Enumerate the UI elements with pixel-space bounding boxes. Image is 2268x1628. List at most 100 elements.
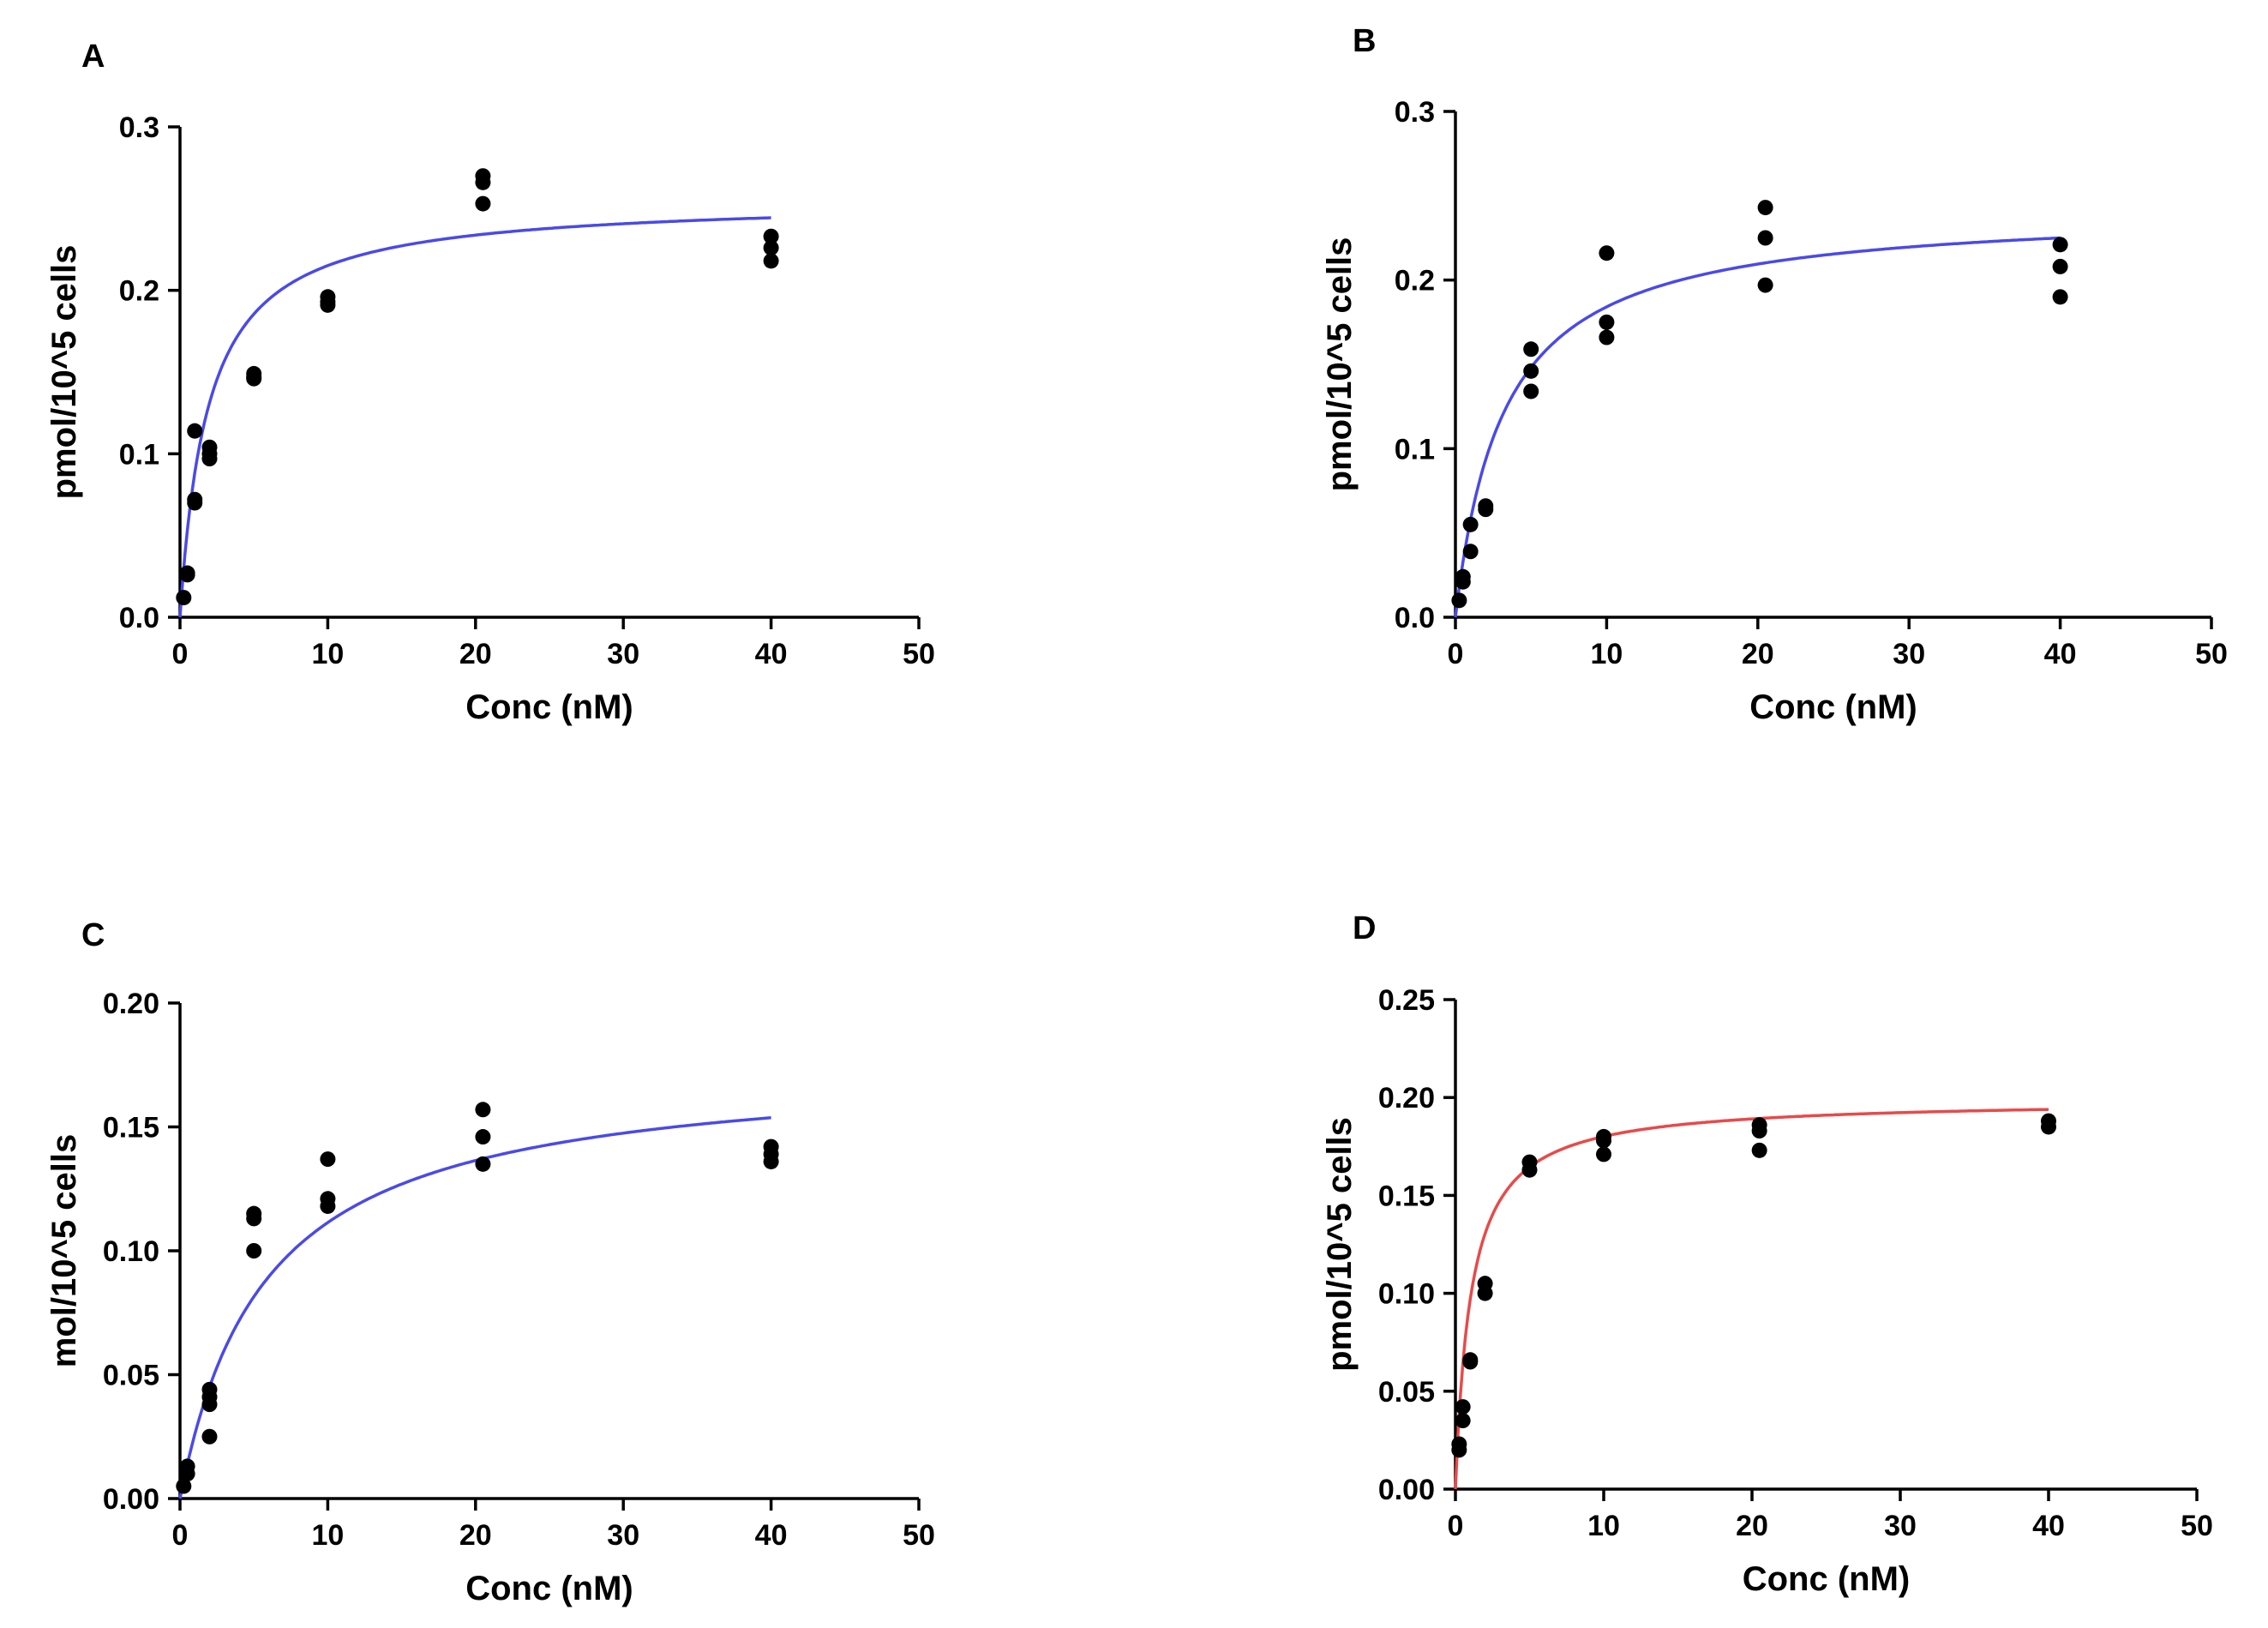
chart-a-data-point bbox=[246, 365, 262, 381]
chart-c-y-tick-label: 0.05 bbox=[103, 1360, 159, 1392]
chart-a-data-point bbox=[187, 491, 203, 508]
chart-b-y-tick-label: 0.0 bbox=[1395, 602, 1435, 634]
chart-d-fit-curve bbox=[1454, 1108, 2049, 1490]
chart-d-data-point bbox=[1596, 1128, 1611, 1144]
chart-b-data-point bbox=[2052, 289, 2068, 305]
chart-c-x-tick-label: 30 bbox=[607, 1519, 639, 1552]
chart-c-panel-letter: C bbox=[81, 917, 105, 953]
chart-d-y-tick-label: 0.25 bbox=[1378, 984, 1435, 1017]
chart-d-x-tick-label: 0 bbox=[1448, 1510, 1464, 1542]
chart-b-y-tick-label: 0.3 bbox=[1395, 96, 1435, 129]
chart-d-x-axis-title: Conc (nM) bbox=[1743, 1560, 1911, 1598]
chart-a-x-tick-label: 20 bbox=[459, 638, 492, 670]
chart-d: D 0.00 0.05 0.10 0.15 0.20 0.25 0 10 20 30 40 50 Conc… bbox=[1321, 910, 2213, 1598]
chart-c-y-tick-label: 0.10 bbox=[103, 1235, 159, 1268]
chart-a-x-tick-label: 0 bbox=[172, 638, 189, 670]
chart-d-data-point bbox=[1596, 1146, 1611, 1162]
chart-c-data-point bbox=[176, 1478, 192, 1494]
chart-d-x-tick-label: 30 bbox=[1884, 1510, 1917, 1542]
chart-a-data-point bbox=[475, 168, 491, 184]
chart-c-data-point bbox=[320, 1191, 336, 1207]
chart-d-data-point bbox=[1455, 1413, 1471, 1429]
chart-a-y-tick-label: 0.0 bbox=[119, 602, 159, 634]
chart-d-y-tick-label: 0.05 bbox=[1378, 1376, 1435, 1409]
chart-b-data-point bbox=[1462, 544, 1479, 560]
chart-d-data-point bbox=[2041, 1113, 2056, 1129]
chart-b-x-tick-label: 20 bbox=[1742, 638, 1774, 670]
chart-a-x-tick-label: 30 bbox=[607, 638, 639, 670]
chart-a-data-point bbox=[763, 253, 779, 269]
chart-a-y-tick-label: 0.1 bbox=[119, 438, 159, 471]
chart-d-y-tick-label: 0.00 bbox=[1378, 1474, 1435, 1506]
chart-b-data-point bbox=[1462, 516, 1479, 532]
chart-d-data-point bbox=[1451, 1436, 1467, 1452]
chart-a-x-tick-label: 50 bbox=[903, 638, 935, 670]
chart-b-data-point bbox=[1451, 592, 1467, 609]
chart-c-data-point bbox=[246, 1243, 262, 1259]
chart-b-y-tick-label: 0.2 bbox=[1395, 265, 1435, 297]
chart-b-data-point bbox=[1757, 230, 1773, 246]
chart-b-data-point bbox=[1599, 329, 1615, 345]
chart-b-y-tick-label: 0.1 bbox=[1395, 433, 1435, 466]
chart-a-data-point bbox=[187, 423, 203, 439]
chart-d-y-tick-label: 0.20 bbox=[1378, 1082, 1435, 1114]
chart-c-data-point bbox=[763, 1138, 779, 1155]
chart-d-panel-letter: D bbox=[1353, 910, 1376, 946]
chart-a-data-point bbox=[176, 590, 192, 606]
chart-c-fit-curve bbox=[178, 1116, 771, 1499]
chart-d-data-point bbox=[1751, 1117, 1767, 1133]
chart-b-data-point bbox=[2052, 258, 2068, 274]
chart-a-panel-letter: A bbox=[81, 39, 105, 75]
chart-d-data-point bbox=[1751, 1142, 1767, 1158]
chart-b-x-axis-title: Conc (nM) bbox=[1749, 688, 1917, 726]
chart-a-data-point bbox=[320, 289, 336, 305]
chart-c: C 0.00 0.05 0.10 0.15 0.20 0 10 20 30 40 50 Conc (nM… bbox=[45, 917, 935, 1607]
chart-a-y-tick-label: 0.2 bbox=[119, 275, 159, 308]
chart-b-data-point bbox=[1455, 568, 1471, 585]
chart-b-x-tick-label: 0 bbox=[1448, 638, 1464, 670]
chart-d-x-tick-label: 50 bbox=[2181, 1510, 2213, 1542]
chart-d-y-tick-label: 0.15 bbox=[1378, 1180, 1435, 1212]
chart-b-y-axis-title: pmol/10^5 cells bbox=[1321, 237, 1359, 492]
chart-a-fit-curve bbox=[178, 216, 771, 618]
chart-a: A 0.0 0.1 0.2 0.3 0 10 20 30 40 50 Conc (nM) pmol/10… bbox=[45, 39, 935, 726]
chart-a-data-point bbox=[763, 228, 779, 244]
chart-b-data-point bbox=[2052, 237, 2068, 253]
chart-c-data-point bbox=[475, 1102, 491, 1118]
chart-c-data-point bbox=[201, 1381, 218, 1397]
chart-a-data-point bbox=[201, 439, 218, 455]
chart-c-data-point bbox=[246, 1205, 262, 1222]
chart-d-data-point bbox=[1521, 1154, 1538, 1170]
chart-c-x-axis-title: Conc (nM) bbox=[465, 1570, 633, 1607]
chart-a-data-point bbox=[475, 195, 491, 212]
chart-b-x-tick-label: 50 bbox=[2195, 638, 2228, 670]
chart-c-data-point bbox=[475, 1156, 491, 1172]
chart-b-data-point bbox=[1478, 498, 1494, 514]
chart-d-data-point bbox=[1455, 1399, 1471, 1415]
chart-c-x-tick-label: 0 bbox=[172, 1519, 189, 1552]
chart-c-data-point bbox=[475, 1129, 491, 1145]
chart-b: B 0.0 0.1 0.2 0.3 0 10 20 30 40 50 Conc (nM) pmol/10… bbox=[1321, 23, 2228, 726]
chart-b-data-point bbox=[1599, 314, 1615, 330]
chart-d-y-tick-label: 0.10 bbox=[1378, 1278, 1435, 1311]
chart-b-data-point bbox=[1599, 245, 1615, 261]
chart-b-panel-letter: B bbox=[1353, 23, 1376, 59]
chart-d-data-point bbox=[1477, 1276, 1493, 1292]
chart-d-data-point bbox=[1462, 1352, 1479, 1368]
chart-a-y-axis-title: pmol/10^5 cells bbox=[45, 245, 83, 500]
chart-b-x-tick-label: 40 bbox=[2044, 638, 2077, 670]
chart-b-data-point bbox=[1523, 383, 1539, 399]
chart-b-data-point bbox=[1523, 341, 1539, 357]
chart-b-x-tick-label: 30 bbox=[1893, 638, 1925, 670]
chart-b-data-point bbox=[1757, 200, 1773, 216]
chart-a-data-point bbox=[179, 565, 195, 581]
chart-a-x-axis-title: Conc (nM) bbox=[465, 688, 633, 726]
chart-d-y-axis-title: pmol/10^5 cells bbox=[1321, 1117, 1359, 1372]
chart-d-x-tick-label: 40 bbox=[2032, 1510, 2065, 1542]
chart-c-x-tick-label: 50 bbox=[903, 1519, 935, 1552]
chart-a-x-tick-label: 40 bbox=[755, 638, 788, 670]
chart-a-data-point bbox=[763, 240, 779, 256]
chart-b-data-point bbox=[1523, 363, 1539, 379]
chart-a-y-tick-label: 0.3 bbox=[119, 111, 159, 144]
